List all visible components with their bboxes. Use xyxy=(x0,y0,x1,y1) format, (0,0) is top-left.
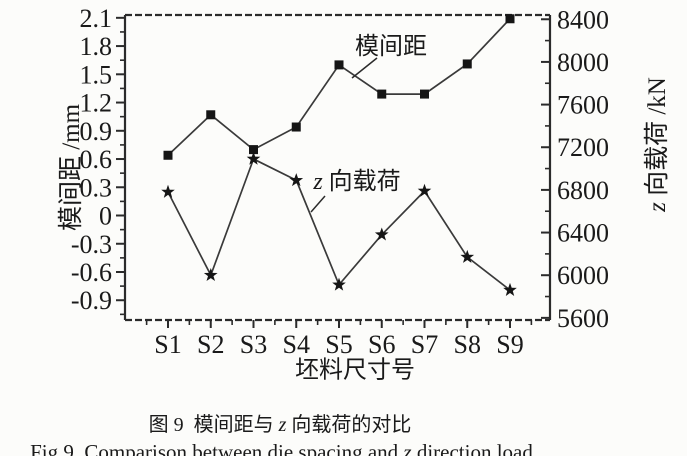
left-axis-title: 模间距 /mm xyxy=(23,104,115,256)
die-spacing-point xyxy=(377,89,387,99)
x-axis-tick-label: S2 xyxy=(197,330,224,359)
left-axis-tick-label: 2.1 xyxy=(80,4,113,33)
right-axis-title-text: 向载荷 /kN xyxy=(644,77,671,203)
die-spacing-point xyxy=(206,110,216,120)
z-load-point xyxy=(289,173,304,187)
die-spacing-point xyxy=(462,59,472,69)
chart-plot-area: 2.11.81.51.20.90.60.30-0.3-0.6-0.9 8400 80… xyxy=(71,4,609,359)
z-load-point xyxy=(203,268,218,281)
x-axis-tick-label: S6 xyxy=(368,330,395,359)
left-axis-tick-label: 1.2 xyxy=(80,89,113,118)
left-axis-tick-label: 1.8 xyxy=(80,32,113,61)
left-axis-tick-label: 0.9 xyxy=(80,117,113,146)
z-load-point xyxy=(460,249,475,263)
left-axis-tick-label: 0 xyxy=(99,202,112,231)
caption-en-italic-z: z xyxy=(403,440,412,456)
caption-english: Fig.9 Comparison between die spacing and… xyxy=(9,415,533,456)
right-axis-tick-label: 6800 xyxy=(557,176,609,205)
die-spacing-point xyxy=(291,122,301,132)
x-axis-title: 坯料尺寸号 xyxy=(271,323,415,412)
x-axis-tick-label: S1 xyxy=(154,330,181,359)
die-spacing-point xyxy=(505,14,515,24)
caption-cn-prefix: 图 9 模间距与 xyxy=(148,414,279,436)
caption-en-prefix: Fig.9 Comparison between die spacing and xyxy=(30,440,404,456)
right-axis-tick-label: 7600 xyxy=(557,91,609,120)
annotation-leader-line xyxy=(310,195,326,213)
z-load-point xyxy=(503,282,517,296)
left-axis-tick-label: -0.6 xyxy=(71,258,112,287)
die-spacing-line xyxy=(167,18,511,156)
x-axis-tick-label: S3 xyxy=(240,330,267,359)
x-axis-tick-label: S8 xyxy=(454,330,481,359)
die-spacing-point xyxy=(163,150,173,160)
right-axis-tick-label: 7200 xyxy=(557,133,609,162)
right-axis-title: z 向载荷 /kN xyxy=(609,77,687,237)
z-load-point xyxy=(161,184,175,198)
caption-en-suffix: direction load xyxy=(411,440,533,456)
left-axis-title-text: 模间距 /mm xyxy=(58,103,85,232)
die-spacing-point xyxy=(334,60,344,70)
z-load-point xyxy=(374,227,389,241)
caption-chinese: 图 9 模间距与 z 向载荷的对比 xyxy=(129,385,412,456)
x-axis-tick-label: S7 xyxy=(411,330,438,359)
right-axis-tick-label: 8400 xyxy=(557,5,609,34)
right-axis-tick-label: 6000 xyxy=(557,261,609,290)
annotation-leader-line xyxy=(351,57,378,79)
z-load-point xyxy=(417,183,432,197)
left-axis-tick-label: 0.3 xyxy=(80,173,113,202)
x-axis-tick-label: S4 xyxy=(283,330,310,359)
right-axis-tick-label: 8000 xyxy=(557,48,609,77)
right-axis-tick-label: 6400 xyxy=(557,219,609,248)
die-spacing-point xyxy=(420,89,429,99)
right-axis-tick-label: 5600 xyxy=(557,304,609,333)
die-spacing-label: 模间距 xyxy=(355,33,427,60)
x-axis-tick-label: S5 xyxy=(325,330,352,359)
die-spacing-point xyxy=(249,145,258,155)
z-load-point xyxy=(332,277,346,291)
caption-cn-italic-z: z xyxy=(278,414,287,436)
caption-cn-suffix: 向载荷的对比 xyxy=(286,414,412,436)
left-axis-tick-label: -0.3 xyxy=(71,230,112,259)
x-axis-tick-label: S9 xyxy=(496,330,523,359)
z-load-point xyxy=(246,151,261,165)
left-axis-tick-label: 1.5 xyxy=(80,60,113,89)
x-axis-title-text: 坯料尺寸号 xyxy=(295,357,415,384)
left-axis-tick-label: -0.9 xyxy=(71,286,112,315)
z-load-label: z 向载荷 xyxy=(312,168,400,195)
right-axis-title-italic: z xyxy=(644,202,671,212)
left-axis-tick-label: 0.6 xyxy=(80,145,113,174)
